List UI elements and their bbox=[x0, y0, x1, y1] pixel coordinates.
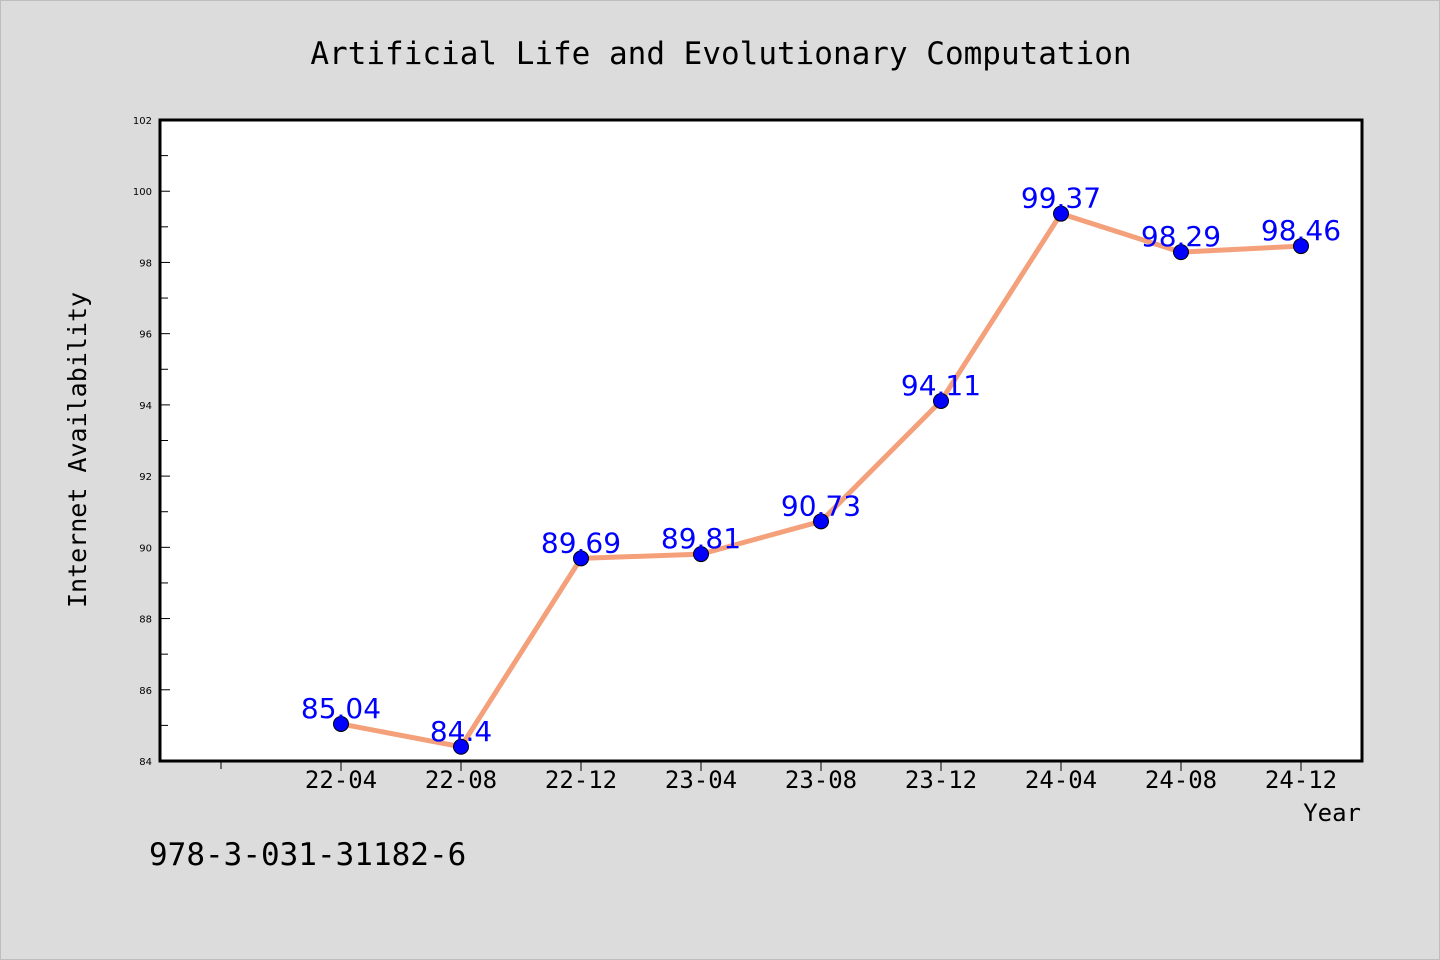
data-label: 84.4 bbox=[430, 715, 492, 748]
data-labels: 85.04 84.4 89.69 89.81 90.73 94.11 99.37 98.29 9… bbox=[301, 182, 1341, 748]
x-tick-label: 22-04 bbox=[305, 766, 377, 794]
data-point bbox=[333, 715, 349, 732]
x-tick-label: 23-08 bbox=[785, 766, 857, 794]
x-tick-label: 24-08 bbox=[1145, 766, 1217, 794]
y-tick-label: 92 bbox=[139, 472, 152, 483]
plot-area bbox=[158, 118, 1364, 763]
data-point bbox=[1173, 244, 1189, 261]
data-label: 89.81 bbox=[661, 522, 741, 555]
y-tick-label: 102 bbox=[133, 116, 152, 127]
data-point bbox=[1293, 238, 1309, 255]
y-tick-label: 98 bbox=[139, 258, 152, 269]
data-label: 99.37 bbox=[1021, 182, 1101, 215]
data-label: 85.04 bbox=[301, 692, 381, 725]
data-point bbox=[573, 550, 589, 567]
y-tick-label: 86 bbox=[139, 686, 152, 697]
data-label: 98.46 bbox=[1261, 214, 1341, 247]
data-point bbox=[813, 513, 829, 530]
data-markers bbox=[333, 205, 1309, 755]
chart-title: Artificial Life and Evolutionary Computa… bbox=[310, 36, 1131, 72]
x-tick-label: 22-12 bbox=[545, 766, 617, 794]
y-tick-label: 96 bbox=[139, 330, 152, 341]
x-axis: 22-04 22-08 22-12 23-04 23-08 23-12 24-04 24-08… bbox=[220, 761, 1337, 794]
y-tick-label: 100 bbox=[133, 187, 152, 198]
y-axis-label: Internet Availability bbox=[63, 292, 92, 608]
data-point bbox=[693, 546, 709, 563]
data-point bbox=[933, 392, 949, 409]
x-tick-label: 24-12 bbox=[1265, 766, 1337, 794]
data-label: 89.69 bbox=[541, 526, 621, 559]
x-tick-label: 23-04 bbox=[665, 766, 737, 794]
data-point bbox=[453, 738, 469, 755]
y-tick-label: 88 bbox=[139, 615, 152, 626]
x-tick-label: 24-04 bbox=[1025, 766, 1097, 794]
x-tick-label: 22-08 bbox=[425, 766, 497, 794]
y-tick-label: 90 bbox=[139, 543, 152, 554]
data-point bbox=[1053, 205, 1069, 222]
y-tick-label: 94 bbox=[139, 401, 152, 412]
data-label: 98.29 bbox=[1141, 220, 1221, 253]
y-tick-label: 84 bbox=[139, 757, 152, 768]
data-label: 94.11 bbox=[901, 369, 981, 402]
data-label: 90.73 bbox=[781, 489, 861, 522]
x-axis-label: Year bbox=[1303, 799, 1361, 827]
x-tick-label: 23-12 bbox=[905, 766, 977, 794]
isbn-text: 978-3-031-31182-6 bbox=[149, 837, 466, 873]
y-axis: 84 86 88 90 92 94 96 98 100 102 bbox=[133, 116, 170, 768]
